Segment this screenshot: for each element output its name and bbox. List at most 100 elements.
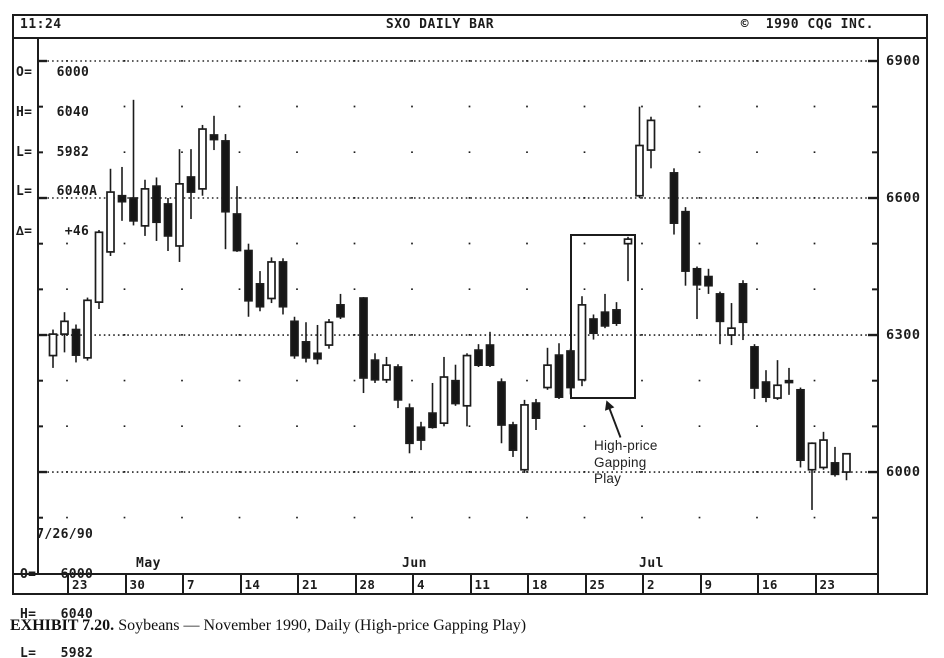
candle-body-black <box>589 318 598 335</box>
candle-body-white <box>520 404 529 471</box>
candle-body-black <box>221 140 230 213</box>
caption-label: EXHIBIT 7.20. <box>10 617 115 634</box>
candle-body-white <box>439 376 449 425</box>
candle-body-white <box>94 231 104 303</box>
candle-body-white <box>60 320 69 335</box>
candle-body-white <box>727 327 736 336</box>
x-axis-week-label: 2 <box>647 577 655 592</box>
annotation-line: Gapping <box>594 454 647 470</box>
candle-body-black <box>370 359 380 381</box>
candle-body-white <box>543 364 552 389</box>
x-axis-week-separator <box>584 575 587 593</box>
candle-body-white <box>198 128 207 190</box>
price-axis-border <box>877 39 879 595</box>
x-axis-row: 23 30 7 14 21 28 4 11 18 25 2 9 16 23 <box>12 573 878 595</box>
x-axis-week-separator <box>527 575 529 593</box>
candle-body-black <box>497 381 506 426</box>
candle-body-white <box>462 354 472 407</box>
x-axis-week-separator <box>239 575 242 593</box>
candle-body-black <box>761 381 771 398</box>
candle-body-white <box>842 452 851 473</box>
candle-body-black <box>554 354 564 398</box>
x-axis-week-separator <box>124 575 127 593</box>
candle-body-black <box>692 267 702 286</box>
candle-body-black <box>244 249 253 302</box>
candle-body-black <box>301 341 311 359</box>
candle-body-white <box>819 439 828 469</box>
x-axis-week-separator <box>354 575 357 593</box>
exhibit-caption: EXHIBIT 7.20. Soybeans — November 1990, … <box>10 617 936 635</box>
month-label: Jun <box>402 556 427 571</box>
x-axis-week-separator <box>699 575 702 593</box>
candle-body-black <box>163 203 173 237</box>
annotation-arrow-head <box>604 400 615 411</box>
candle-body-black <box>428 412 437 429</box>
candle-body-black <box>278 261 288 308</box>
candle-body-white <box>577 304 587 381</box>
quote-high-line: H= 6040 <box>16 105 90 121</box>
candle-body-white <box>635 144 644 197</box>
quote-date-line: 7/26/90 <box>20 527 94 543</box>
candle-body-black <box>600 311 610 327</box>
annotation-arrow-shaft <box>608 407 622 438</box>
candle-body-white <box>83 299 92 359</box>
candle-body-white <box>623 238 633 245</box>
y-axis-label: 6600 <box>886 190 921 206</box>
x-axis-week-separator <box>297 575 299 593</box>
x-axis-week-separator <box>182 575 184 593</box>
x-axis-week-label: 9 <box>704 577 713 592</box>
caption-text: Soybeans — November 1990, Daily (High-pr… <box>114 617 527 634</box>
candle-body-white <box>106 191 115 253</box>
candle-body-white <box>324 321 334 346</box>
x-axis-week-separator <box>412 575 414 593</box>
candle-body-black <box>612 309 621 324</box>
candle-body-black <box>152 185 161 224</box>
candle-body-black <box>681 210 690 272</box>
x-axis-week-label: 23 <box>819 577 836 592</box>
x-axis-week-label: 30 <box>129 577 146 592</box>
gapping-play-highlight-box <box>570 234 636 399</box>
candle-body-black <box>784 379 794 384</box>
chart-title: SXO DAILY BAR <box>385 17 495 32</box>
clock-time: 11:24 <box>20 17 62 32</box>
quote-open-line: O= 6000 <box>16 65 90 81</box>
y-axis-label: 6000 <box>886 464 921 481</box>
gapping-play-annotation: High-price Gapping Play <box>594 438 658 488</box>
candle-body-black <box>669 172 679 224</box>
candle-body-black <box>704 275 713 287</box>
candle-body-black <box>830 462 840 476</box>
x-axis-week-separator <box>469 575 472 593</box>
candle-body-white <box>267 261 276 300</box>
candle-body-white <box>48 333 58 357</box>
candle-body-white <box>807 442 817 471</box>
candle-body-black <box>451 379 460 405</box>
candle-body-black <box>796 388 805 462</box>
candle-body-black <box>485 344 495 367</box>
quote-high-line: H= 6040 <box>20 606 94 622</box>
quote-change-line: ∆= +46 <box>16 223 90 239</box>
title-bar: 11:24 SXO DAILY BAR © 1990 CQG INC. <box>12 14 928 39</box>
quote-block-top: O= 6000 H= 6040 L= 5982 L= 6040A ∆= +46 <box>16 40 97 264</box>
y-axis-label: 6300 <box>886 327 921 344</box>
candle-body-white <box>175 183 184 247</box>
candle-body-white <box>646 119 656 151</box>
x-axis-week-label: 14 <box>244 577 261 592</box>
annotation-line: Play <box>594 471 622 486</box>
candle-body-white <box>382 364 391 381</box>
candle-body-black <box>416 426 426 441</box>
candle-body-black <box>715 293 725 323</box>
candle-body-black <box>738 283 748 324</box>
candle-body-black <box>336 304 345 318</box>
x-axis-week-label: 11 <box>474 577 491 592</box>
candle-body-black <box>71 328 81 356</box>
candle-body-black <box>290 320 299 357</box>
candle-body-black <box>255 283 265 308</box>
candle-body-black <box>750 346 759 389</box>
candle-body-black <box>209 134 219 141</box>
candle-body-black <box>531 402 541 419</box>
candle-body-white <box>140 188 150 227</box>
x-axis-week-separator <box>642 575 644 593</box>
x-axis-week-label: 7 <box>187 577 195 592</box>
